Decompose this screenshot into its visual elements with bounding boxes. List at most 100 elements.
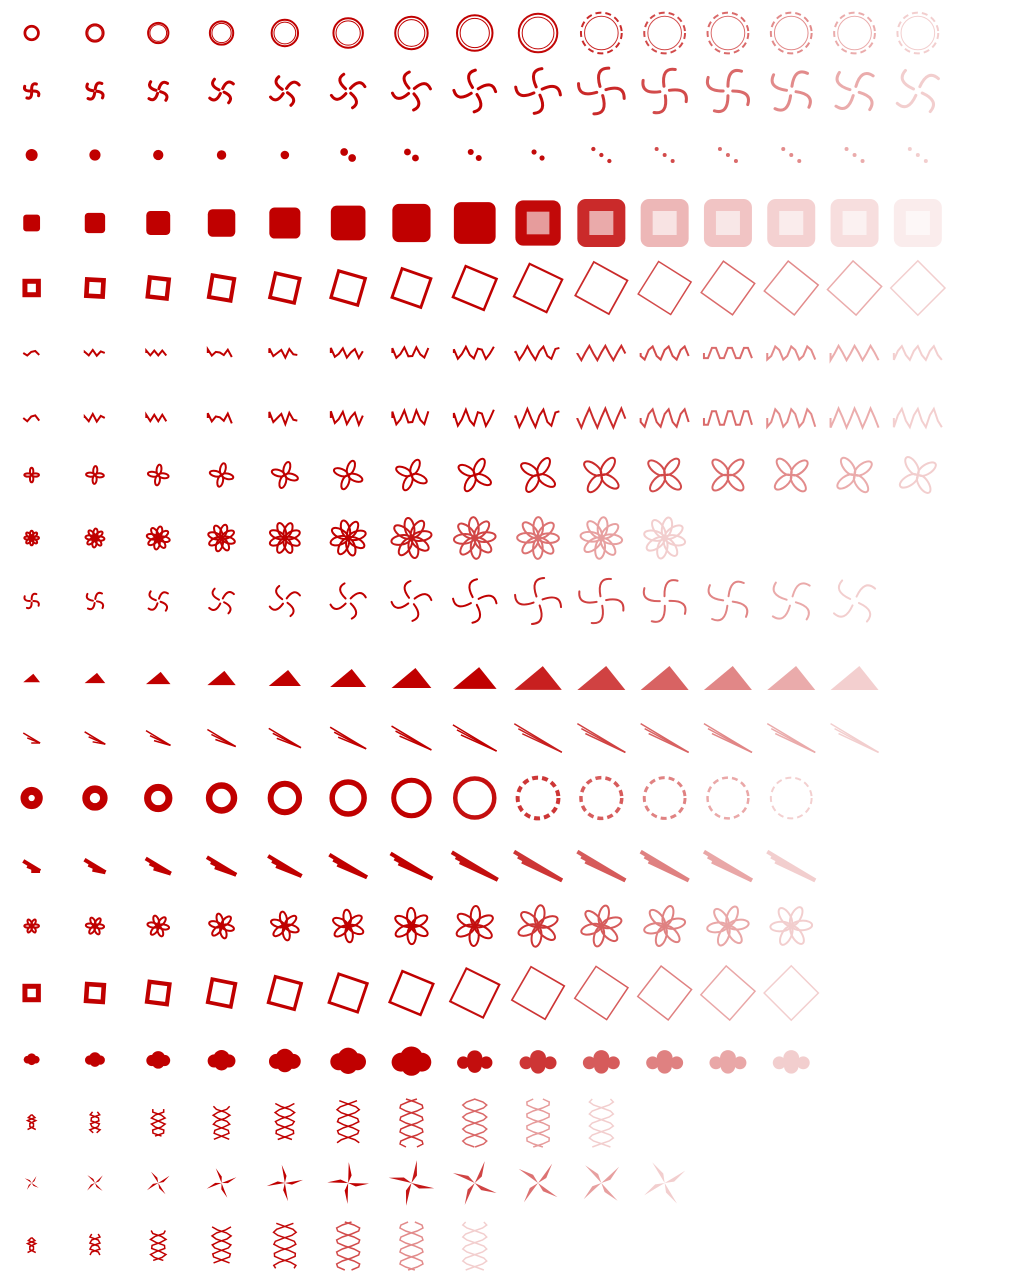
effect-frame-wave-dense-2 (83, 411, 106, 424)
effect-frame-spiral-flower-1 (23, 529, 40, 547)
effect-frame-clover-2 (85, 465, 105, 485)
effect-frame-dots-2 (89, 149, 101, 161)
effect-frame-ring-3 (147, 21, 170, 45)
effect-frame-helix-2 (88, 1111, 102, 1134)
effect-frame-star-burst-3 (146, 1171, 170, 1195)
effect-frame-pinwheel-10 (577, 66, 626, 116)
effect-frame-triangle-13 (767, 666, 816, 690)
effect-frame-clover-6 (332, 459, 364, 491)
effect-frame-dots-1 (25, 149, 38, 161)
effect-frame-diagonal-8 (450, 850, 499, 882)
effect-frame-helix-1 (25, 1114, 38, 1131)
effect-frame-dots-9 (531, 149, 545, 161)
effect-frame-blob-12 (703, 199, 752, 247)
effect-frame-hollow-square-1 (22, 278, 41, 298)
effect-frame-streak-11 (640, 722, 690, 754)
effect-frame-square-ring-5 (266, 974, 304, 1012)
effect-frame-dots-15 (907, 147, 928, 163)
effect-frame-dots-5 (280, 150, 290, 160)
effect-frame-wave-8 (452, 344, 495, 361)
effect-frame-wave-15 (892, 344, 943, 362)
effect-frame-clover-9 (520, 457, 557, 493)
effect-frame-dots-3 (153, 149, 164, 161)
effect-frame-donut-4 (205, 782, 238, 814)
effect-frame-helix-wide-5 (272, 1222, 298, 1269)
effect-frame-wave-dense-13 (766, 407, 817, 430)
effect-frame-star-burst-11 (644, 1162, 686, 1204)
effect-frame-helix-wide-3 (149, 1230, 168, 1262)
effect-frame-crescent-swirl-12 (707, 580, 749, 622)
effect-frame-wave-dense-14 (829, 405, 880, 431)
effect-frame-diagonal-5 (267, 854, 303, 878)
effect-frame-pinwheel-3 (147, 80, 170, 102)
effect-frame-hollow-square-9 (512, 262, 564, 314)
effect-frame-helix-wide-6 (335, 1221, 361, 1271)
effect-frame-blob-15 (893, 199, 942, 247)
effect-frame-hollow-square-14 (826, 259, 883, 317)
effect-frame-helix-wide-8 (461, 1221, 488, 1271)
effect-frame-diagonal-6 (328, 853, 368, 880)
effect-frame-wave-2 (83, 348, 106, 358)
effect-frame-wave-14 (829, 343, 880, 364)
effect-frame-rosette-4 (208, 912, 235, 940)
effect-frame-wave-dense-6 (329, 409, 364, 428)
effect-frame-donut-8 (452, 776, 497, 820)
effect-frame-pinwheel-1 (22, 82, 41, 100)
effect-frame-donut-13 (769, 776, 813, 820)
effect-frame-diagonal-2 (83, 857, 107, 875)
effect-frame-square-ring-11 (636, 965, 693, 1021)
effect-frame-wave-dense-9 (514, 406, 560, 430)
effect-frame-square-ring-4 (205, 977, 238, 1009)
effect-frame-rosette-10 (580, 904, 623, 948)
effect-frame-rosette-2 (84, 916, 106, 936)
effect-frame-spiral-flower-9 (516, 516, 560, 560)
effect-frame-streak-14 (830, 722, 879, 754)
effect-frame-diagonal-7 (389, 851, 434, 881)
effect-frame-rosette-11 (643, 905, 687, 947)
effect-frame-star-burst-7 (388, 1160, 435, 1206)
effect-frame-clover-1 (23, 466, 40, 484)
effect-frame-rosette-6 (332, 908, 365, 944)
effect-frame-rosette-5 (270, 910, 300, 942)
effect-frame-donut-5 (267, 780, 303, 816)
effect-frame-triangle-9 (514, 666, 562, 690)
effect-frame-square-ring-10 (573, 965, 630, 1021)
effect-frame-rosette-3 (146, 914, 171, 938)
effect-frame-triangle-11 (640, 666, 689, 690)
effect-frame-ring-4 (208, 20, 235, 46)
effect-frame-ring-2 (85, 23, 105, 43)
effect-frame-blob-3 (146, 211, 171, 235)
effect-frame-diagonal-11 (639, 849, 690, 883)
effect-frame-crescent-swirl-13 (771, 581, 811, 621)
effect-frame-donut-11 (642, 776, 687, 820)
effect-frame-square-ring-8 (448, 967, 501, 1019)
effect-frame-diagonal-4 (205, 855, 238, 877)
effect-frame-diagonal-12 (702, 849, 753, 883)
effect-frame-crescent-swirl-6 (329, 582, 367, 620)
effect-frame-blob-7 (392, 203, 431, 243)
effect-frame-star-burst-6 (327, 1162, 370, 1204)
effect-frame-diagonal-1 (22, 859, 42, 874)
effect-frame-streak-3 (145, 730, 171, 747)
effect-frame-hollow-square-8 (451, 264, 499, 312)
effect-frame-triangle-4 (207, 670, 236, 686)
effect-frame-donut-12 (706, 776, 750, 820)
effect-frame-wave-dense-12 (702, 410, 753, 426)
effect-frame-dots-6 (340, 148, 357, 162)
effect-frame-spiral-flower-5 (268, 522, 301, 554)
effect-frame-clover-12 (711, 458, 745, 492)
effect-frame-cloud-13 (772, 1050, 810, 1074)
effect-frame-pinwheel-6 (329, 72, 367, 110)
effect-frame-cloud-11 (646, 1050, 684, 1074)
effect-frame-pinwheel-5 (269, 75, 301, 107)
effect-frame-streak-7 (391, 725, 432, 751)
effect-frame-triangle-10 (577, 666, 626, 690)
effect-frame-wave-dense-11 (639, 407, 690, 429)
effect-frame-clover-4 (208, 462, 235, 488)
effect-frame-blob-1 (23, 214, 41, 232)
effect-frame-wave-dense-5 (268, 410, 298, 428)
effect-frame-blob-14 (830, 199, 879, 247)
effect-frame-wave-dense-15 (892, 406, 943, 430)
effect-frame-helix-8 (461, 1098, 488, 1148)
effect-frame-pinwheel-15 (895, 68, 940, 114)
